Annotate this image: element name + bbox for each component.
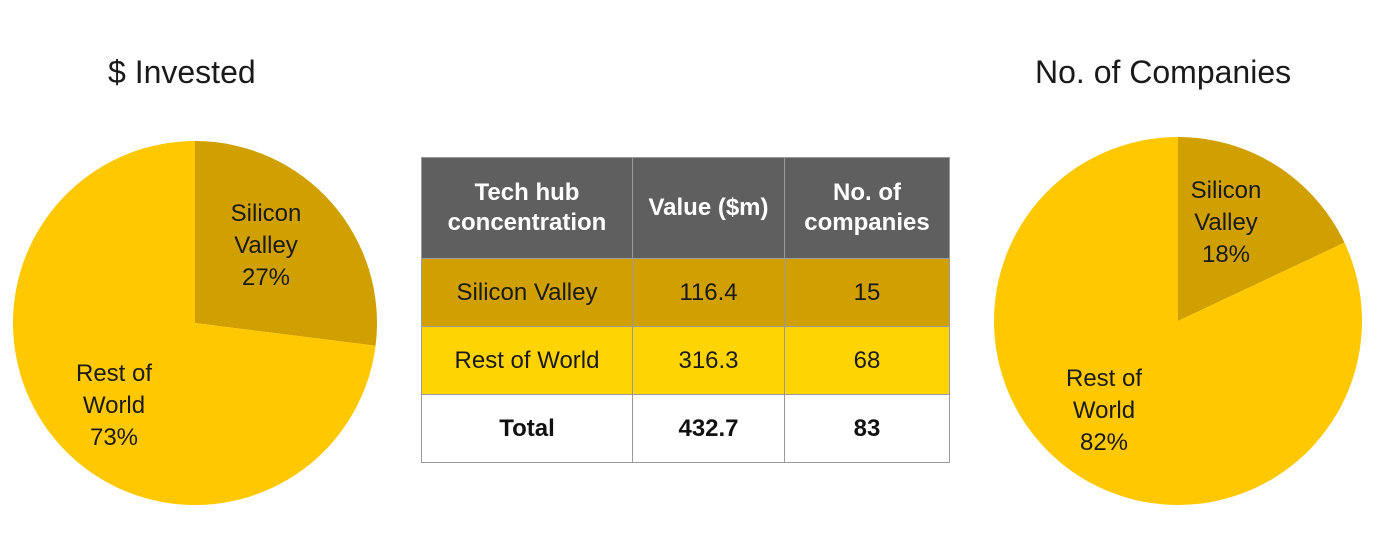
table-row-rest-of-world: Rest of World 316.3 68	[421, 326, 950, 395]
companies-label-line: World	[1073, 397, 1135, 424]
invested-label-line: 73%	[90, 424, 138, 451]
column-header-companies-line1: No. of	[833, 179, 901, 206]
companies-label-line: 18%	[1202, 241, 1250, 268]
companies-pie-chart: Silicon Valley 18% Rest of World 82%	[994, 137, 1362, 505]
cell-companies: 83	[784, 394, 950, 463]
invested-slice-silicon-valley	[195, 141, 378, 346]
tech-hub-table: Tech hub concentration Value ($m) No. of…	[421, 157, 950, 463]
table-row-silicon-valley: Silicon Valley 116.4 15	[421, 258, 950, 327]
cell-name: Rest of World	[421, 326, 633, 395]
cell-value: 116.4	[632, 258, 785, 327]
invested-pie-chart: Silicon Valley 27% Rest of World 73%	[12, 141, 378, 505]
invested-label-line: World	[83, 392, 145, 419]
invested-label-line: Silicon	[231, 200, 302, 227]
invested-label-line: Rest of	[76, 360, 152, 387]
cell-companies: 68	[784, 326, 950, 395]
cell-value: 316.3	[632, 326, 785, 395]
companies-label-silicon-valley: Silicon Valley 18%	[1191, 177, 1262, 268]
cell-value: 432.7	[632, 394, 785, 463]
column-header-companies: No. of companies	[784, 157, 950, 259]
invested-pie-title: $ Invested	[108, 54, 256, 90]
cell-companies: 15	[784, 258, 950, 327]
invested-slice-rest-of-world	[12, 141, 376, 505]
companies-pie-title: No. of Companies	[1035, 54, 1292, 90]
column-header-companies-line2: companies	[804, 209, 930, 236]
invested-label-rest-of-world: Rest of World 73%	[76, 360, 152, 451]
invested-label-line: Valley	[234, 232, 298, 259]
column-header-hub: Tech hub concentration	[421, 157, 633, 259]
column-header-value: Value ($m)	[632, 157, 785, 259]
companies-label-line: Valley	[1194, 209, 1258, 236]
column-header-hub-line2: concentration	[447, 209, 607, 236]
invested-label-line: 27%	[242, 264, 290, 291]
invested-label-silicon-valley: Silicon Valley 27%	[231, 200, 302, 291]
table-row-total: Total 432.7 83	[421, 394, 950, 463]
companies-label-line: Rest of	[1066, 365, 1142, 392]
companies-label-rest-of-world: Rest of World 82%	[1066, 365, 1142, 456]
companies-label-line: 82%	[1080, 429, 1128, 456]
cell-name: Silicon Valley	[421, 258, 633, 327]
column-header-hub-line1: Tech hub	[474, 179, 580, 206]
table-header-row: Tech hub concentration Value ($m) No. of…	[421, 157, 950, 259]
companies-slice-rest-of-world	[994, 137, 1362, 505]
companies-label-line: Silicon	[1191, 177, 1262, 204]
cell-name: Total	[421, 394, 633, 463]
companies-slice-silicon-valley	[1178, 137, 1345, 321]
